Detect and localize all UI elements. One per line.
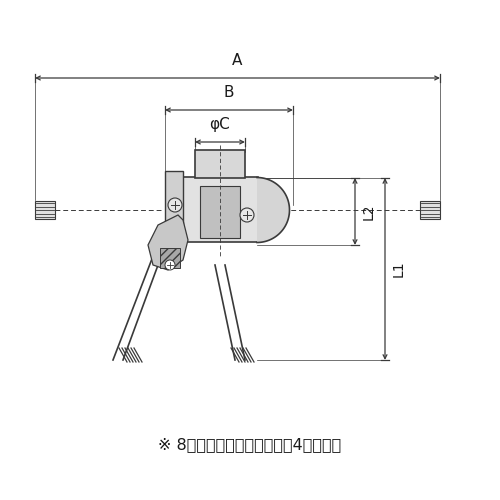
Polygon shape [257,178,290,242]
Polygon shape [160,248,180,268]
Text: L2: L2 [362,203,376,220]
Polygon shape [148,215,188,270]
Circle shape [240,208,254,222]
Text: B: B [224,85,234,100]
Text: A: A [232,53,242,68]
Bar [195,150,245,178]
Text: ※ 8インチ品のカムアームは4本です。: ※ 8インチ品のカムアームは4本です。 [158,438,342,452]
Text: φC: φC [210,117,231,132]
Bar [183,177,258,242]
Circle shape [168,198,182,212]
Bar [35,201,55,219]
Bar [165,171,183,248]
Bar [420,201,440,219]
Text: L1: L1 [392,260,406,278]
Bar [200,186,240,238]
Circle shape [165,260,175,270]
